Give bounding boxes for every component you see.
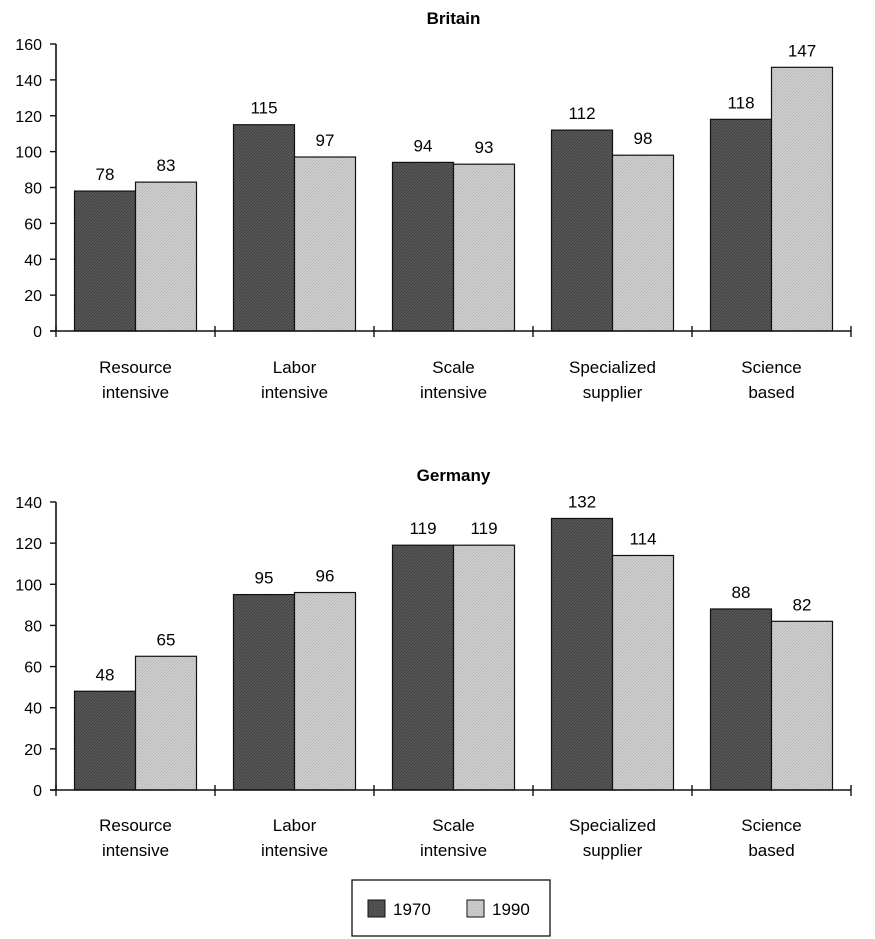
category-label: based (748, 383, 794, 402)
category-label: Resource (99, 358, 172, 377)
category-label: Labor (273, 358, 317, 377)
data-label-1990: 98 (634, 129, 653, 148)
bar-1990 (134, 181, 198, 332)
data-label-1990: 96 (316, 567, 335, 586)
bar-1990 (134, 655, 198, 791)
category-label: intensive (102, 841, 169, 860)
legend-swatch-1990 (466, 899, 485, 918)
y-tick-label: 60 (24, 216, 42, 233)
bar-1990 (611, 554, 675, 791)
data-label-1970: 118 (727, 93, 754, 112)
category-label: supplier (583, 841, 643, 860)
category-label: Scale (432, 816, 475, 835)
bar-1970 (709, 118, 773, 332)
bar-1970 (232, 124, 296, 332)
data-label-1990: 119 (470, 519, 497, 538)
category-label: intensive (261, 841, 328, 860)
y-tick-label: 100 (15, 145, 42, 162)
data-label-1990: 147 (788, 41, 816, 60)
data-label-1970: 48 (96, 665, 115, 684)
bar-1970 (550, 129, 614, 332)
bar-1990 (611, 154, 675, 332)
category-label: Science (741, 816, 801, 835)
data-label-1990: 65 (157, 630, 176, 649)
bar-1990 (452, 163, 516, 332)
y-tick-label: 120 (15, 109, 42, 126)
y-tick-label: 20 (24, 742, 42, 759)
bar-1970 (391, 544, 455, 791)
data-label-1990: 114 (629, 529, 656, 548)
data-label-1990: 83 (157, 156, 176, 175)
y-tick-label: 100 (15, 577, 42, 594)
bar-1990 (770, 620, 834, 791)
y-tick-label: 120 (15, 536, 42, 553)
category-label: Specialized (569, 816, 656, 835)
bar-1970 (550, 517, 614, 791)
data-label-1970: 88 (732, 583, 751, 602)
legend-box (351, 879, 551, 937)
category-label: intensive (261, 383, 328, 402)
data-label-1970: 95 (255, 569, 274, 588)
bar-1970 (232, 593, 296, 791)
legend-label-1990: 1990 (492, 900, 530, 919)
bar-1990 (293, 156, 357, 332)
data-label-1970: 115 (250, 99, 277, 118)
data-label-1970: 94 (414, 136, 433, 155)
category-label: Scale (432, 358, 475, 377)
y-tick-label: 0 (33, 324, 42, 341)
bar-1990 (770, 66, 834, 332)
y-tick-label: 0 (33, 783, 42, 800)
y-tick-label: 160 (15, 37, 42, 54)
data-label-1990: 93 (475, 138, 494, 157)
data-label-1990: 97 (316, 131, 335, 150)
category-label: Specialized (569, 358, 656, 377)
bar-1970 (709, 608, 773, 791)
category-label: Labor (273, 816, 317, 835)
y-tick-label: 140 (15, 73, 42, 90)
category-label: supplier (583, 383, 643, 402)
category-label: Resource (99, 816, 172, 835)
legend-label-1970: 1970 (393, 900, 431, 919)
bar-1990 (452, 544, 516, 791)
category-label: intensive (420, 841, 487, 860)
chart-panel-1: Germany 0 20 40 60 80 100 120 140 48 65 Resource int… (15, 466, 852, 860)
data-label-1970: 132 (568, 492, 596, 511)
chart-title: Germany (417, 466, 491, 485)
bar-1970 (73, 690, 137, 791)
y-tick-label: 20 (24, 288, 42, 305)
category-label: intensive (102, 383, 169, 402)
y-tick-label: 60 (24, 660, 42, 677)
y-tick-label: 40 (24, 252, 42, 269)
category-label: based (748, 841, 794, 860)
chart-panel-0: Britain 0 20 40 60 80 100 120 140 160 78 83 Resource… (15, 9, 852, 402)
y-tick-label: 40 (24, 701, 42, 718)
category-label: intensive (420, 383, 487, 402)
bar-1990 (293, 591, 357, 791)
data-label-1970: 112 (568, 104, 595, 123)
chart-title: Britain (427, 9, 481, 28)
y-tick-label: 80 (24, 618, 42, 635)
category-label: Science (741, 358, 801, 377)
legend: 1970 1990 (351, 879, 551, 937)
data-label-1970: 78 (96, 165, 115, 184)
bar-1970 (73, 190, 137, 332)
data-label-1990: 82 (793, 595, 812, 614)
legend-swatch-1970 (367, 899, 386, 918)
y-tick-label: 140 (15, 495, 42, 512)
bar-1970 (391, 161, 455, 332)
y-tick-label: 80 (24, 181, 42, 198)
data-label-1970: 119 (409, 519, 436, 538)
